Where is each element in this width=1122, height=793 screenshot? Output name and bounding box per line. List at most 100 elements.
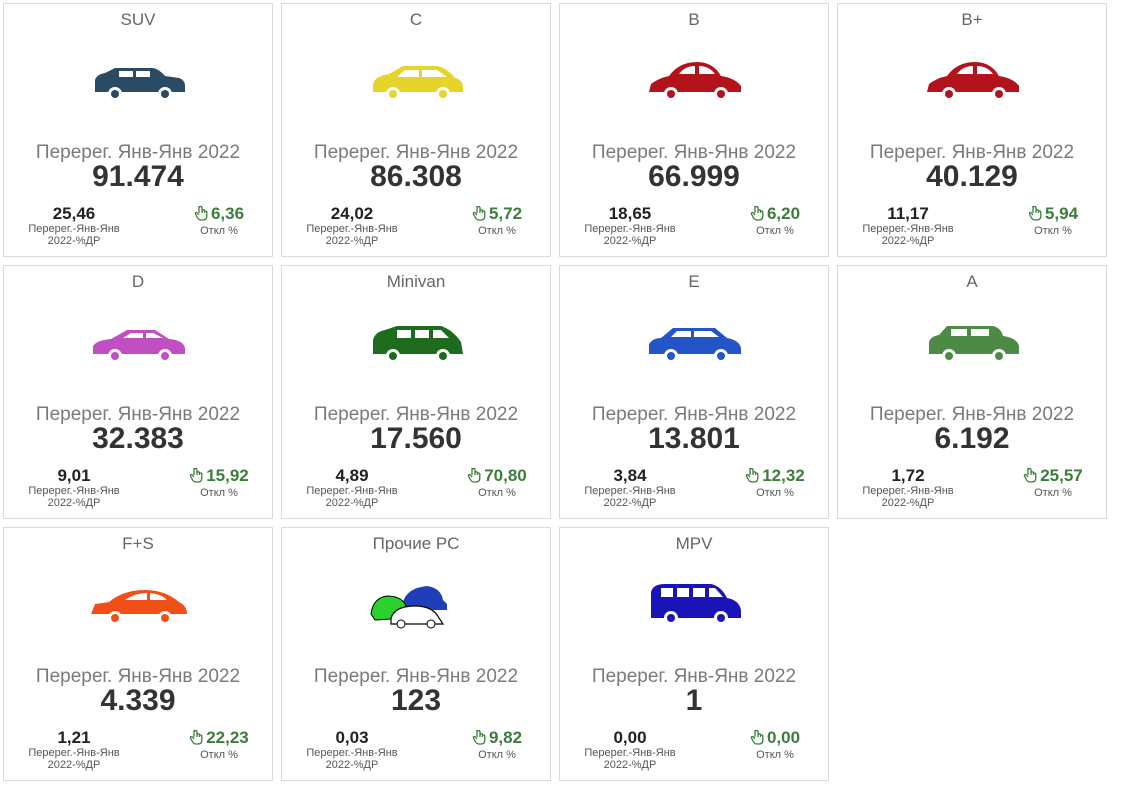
metric-label: Перерег. Янв-Янв 2022 xyxy=(35,142,241,163)
metric-label: Перерег. Янв-Янв 2022 xyxy=(591,666,797,687)
deviation-value-row: 6,20 xyxy=(720,205,830,225)
suv-icon xyxy=(89,56,189,106)
registrations-value: 4.339 xyxy=(100,684,176,717)
sports-car-icon xyxy=(89,580,189,630)
metric-label: Перерег. Янв-Янв 2022 xyxy=(869,404,1075,425)
share-label: Перерег.-Янв-Янв 2022-%ДР xyxy=(306,223,398,247)
metric-label: Перерег. Янв-Янв 2022 xyxy=(869,142,1075,163)
share-value: 0,03 xyxy=(335,728,369,747)
share-block: 1,21 Перерег.-Янв-Янв 2022-%ДР xyxy=(14,728,134,772)
kpi-card[interactable]: Прочие РС Перерег. Янв-Янв 2022 123 0,03… xyxy=(281,527,551,781)
registrations-value: 32.383 xyxy=(92,422,184,455)
category-title: B xyxy=(688,10,700,29)
deviation-label: Откл % xyxy=(478,487,516,499)
deviation-label: Откл % xyxy=(200,225,238,237)
multiple-cars-icon xyxy=(367,580,467,630)
hand-pointer-icon xyxy=(194,205,208,225)
deviation-block: 6,36 Откл % xyxy=(164,205,274,237)
registrations-value: 66.999 xyxy=(648,160,740,193)
deviation-block: 9,82 Откл % xyxy=(442,729,552,761)
registrations-value: 13.801 xyxy=(648,422,740,455)
deviation-label: Откл % xyxy=(478,749,516,761)
deviation-label: Откл % xyxy=(756,487,794,499)
deviation-block: 25,57 Откл % xyxy=(998,467,1108,499)
share-label: Перерег.-Янв-Янв 2022-%ДР xyxy=(584,485,676,509)
deviation-value: 22,23 xyxy=(206,728,249,747)
category-title: A xyxy=(966,272,978,291)
share-label: Перерег.-Янв-Янв 2022-%ДР xyxy=(862,223,954,247)
deviation-block: 0,00 Откл % xyxy=(720,729,830,761)
share-block: 3,84 Перерег.-Янв-Янв 2022-%ДР xyxy=(570,466,690,510)
share-block: 25,46 Перерег.-Янв-Янв 2022-%ДР xyxy=(14,205,134,248)
kpi-card[interactable]: E Перерег. Янв-Янв 2022 13.801 3,84 Пере… xyxy=(559,265,829,519)
kpi-card[interactable]: MPV Перерег. Янв-Янв 2022 1 0,00 Перерег… xyxy=(559,527,829,781)
metric-label: Перерег. Янв-Янв 2022 xyxy=(591,404,797,425)
deviation-value-row: 22,23 xyxy=(164,729,274,749)
registrations-value: 86.308 xyxy=(370,160,462,193)
share-value: 1,21 xyxy=(57,728,91,747)
deviation-block: 12,32 Откл % xyxy=(720,467,830,499)
deviation-block: 5,94 Откл % xyxy=(998,205,1108,237)
deviation-value: 70,80 xyxy=(484,466,527,485)
registrations-value: 123 xyxy=(390,684,442,717)
metric-label: Перерег. Янв-Янв 2022 xyxy=(313,666,519,687)
deviation-label: Откл % xyxy=(1034,225,1072,237)
hand-pointer-icon xyxy=(750,205,764,225)
hatchback-outline-icon xyxy=(367,56,467,106)
deviation-value-row: 70,80 xyxy=(442,467,552,487)
deviation-value: 5,94 xyxy=(1044,204,1079,223)
metric-label: Перерег. Янв-Янв 2022 xyxy=(35,404,241,425)
van-icon xyxy=(645,580,745,630)
category-title: MPV xyxy=(675,534,713,553)
deviation-block: 22,23 Откл % xyxy=(164,729,274,761)
kpi-card[interactable]: SUV Перерег. Янв-Янв 2022 91.474 25,46 П… xyxy=(3,3,273,257)
share-block: 0,03 Перерег.-Янв-Янв 2022-%ДР xyxy=(292,728,412,772)
deviation-value-row: 0,00 xyxy=(720,729,830,749)
deviation-value-row: 15,92 xyxy=(164,467,274,487)
category-title: E xyxy=(688,272,700,291)
deviation-value-row: 9,82 xyxy=(442,729,552,749)
deviation-value: 6,36 xyxy=(210,204,245,223)
deviation-block: 5,72 Откл % xyxy=(442,205,552,237)
hand-pointer-icon xyxy=(750,729,764,749)
minivan-icon xyxy=(367,318,467,368)
deviation-label: Откл % xyxy=(478,225,516,237)
kpi-card[interactable]: A Перерег. Янв-Янв 2022 6.192 1,72 Перер… xyxy=(837,265,1107,519)
registrations-value: 17.560 xyxy=(370,422,462,455)
metric-label: Перерег. Янв-Янв 2022 xyxy=(35,666,241,687)
kpi-card[interactable]: B+ Перерег. Янв-Янв 2022 40.129 11,17 Пе… xyxy=(837,3,1107,257)
beetle-car-icon xyxy=(923,56,1023,106)
deviation-value: 5,72 xyxy=(488,204,523,223)
kpi-card[interactable]: F+S Перерег. Янв-Янв 2022 4.339 1,21 Пер… xyxy=(3,527,273,781)
deviation-label: Откл % xyxy=(200,749,238,761)
kpi-card[interactable]: C Перерег. Янв-Янв 2022 86.308 24,02 Пер… xyxy=(281,3,551,257)
hand-pointer-icon xyxy=(189,467,203,487)
kpi-card[interactable]: D Перерег. Янв-Янв 2022 32.383 9,01 Пере… xyxy=(3,265,273,519)
metric-label: Перерег. Янв-Янв 2022 xyxy=(591,142,797,163)
share-block: 11,17 Перерег.-Янв-Янв 2022-%ДР xyxy=(848,205,968,248)
deviation-value: 25,57 xyxy=(1040,466,1083,485)
deviation-label: Откл % xyxy=(200,487,238,499)
deviation-label: Откл % xyxy=(1034,487,1072,499)
share-value: 3,84 xyxy=(613,466,647,485)
hand-pointer-icon xyxy=(472,205,486,225)
registrations-value: 6.192 xyxy=(934,422,1010,455)
share-label: Перерег.-Янв-Янв 2022-%ДР xyxy=(28,223,120,247)
share-value: 4,89 xyxy=(335,466,369,485)
deviation-value-row: 12,32 xyxy=(720,467,830,487)
category-title: SUV xyxy=(120,10,156,29)
share-block: 4,89 Перерег.-Янв-Янв 2022-%ДР xyxy=(292,466,412,510)
kpi-card[interactable]: B Перерег. Янв-Янв 2022 66.999 18,65 Пер… xyxy=(559,3,829,257)
registrations-value: 1 xyxy=(685,684,703,717)
share-value: 24,02 xyxy=(330,204,374,223)
category-title: Прочие РС xyxy=(372,534,460,553)
deviation-value-row: 25,57 xyxy=(998,467,1108,487)
deviation-block: 70,80 Откл % xyxy=(442,467,552,499)
metric-label: Перерег. Янв-Янв 2022 xyxy=(313,404,519,425)
hand-pointer-icon xyxy=(189,729,203,749)
share-block: 1,72 Перерег.-Янв-Янв 2022-%ДР xyxy=(848,467,968,510)
kpi-card[interactable]: Minivan Перерег. Янв-Янв 2022 17.560 4,8… xyxy=(281,265,551,519)
deviation-label: Откл % xyxy=(756,749,794,761)
hand-pointer-icon xyxy=(745,467,759,487)
category-title: F+S xyxy=(122,534,154,553)
